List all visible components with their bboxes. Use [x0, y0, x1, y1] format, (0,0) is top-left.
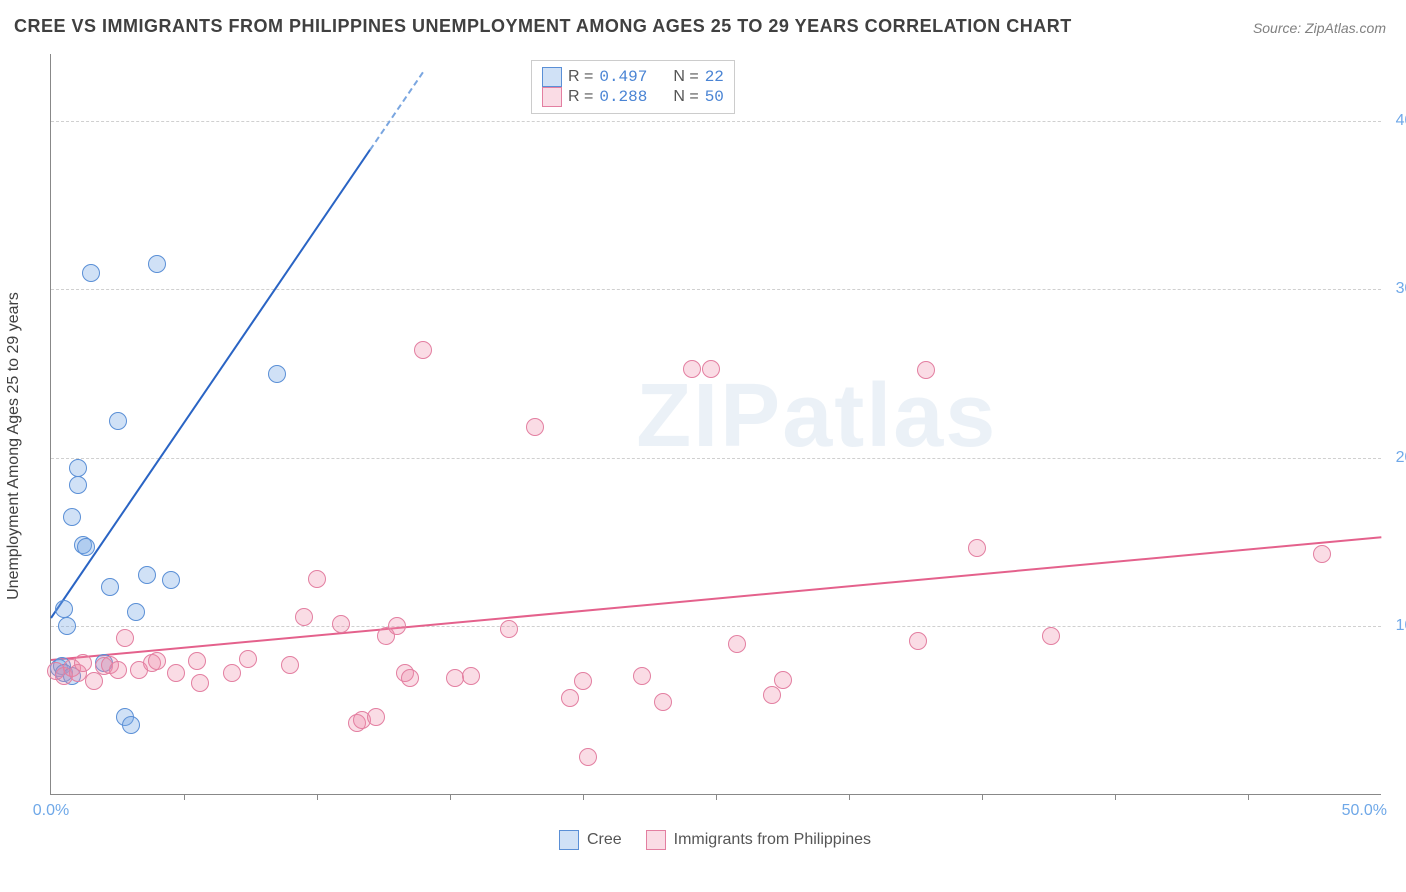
data-point: [401, 669, 419, 687]
data-point: [295, 608, 313, 626]
y-tick-label: 20.0%: [1387, 449, 1406, 467]
y-tick-label: 10.0%: [1387, 617, 1406, 635]
x-tick-mark: [849, 794, 850, 800]
data-point: [332, 615, 350, 633]
x-tick-mark: [450, 794, 451, 800]
x-tick-mark: [583, 794, 584, 800]
x-tick-mark: [184, 794, 185, 800]
legend-top: R = 0.497 N = 22 R = 0.288 N = 50: [531, 60, 735, 114]
legend-item: Cree: [559, 830, 622, 850]
gridline-h: [51, 458, 1381, 459]
legend-item: Immigrants from Philippines: [646, 830, 871, 850]
data-point: [69, 476, 87, 494]
data-point: [69, 459, 87, 477]
data-point: [574, 672, 592, 690]
data-point: [683, 360, 701, 378]
legend-n-value: 22: [705, 68, 724, 86]
data-point: [367, 708, 385, 726]
data-point: [281, 656, 299, 674]
legend-swatch: [542, 67, 562, 87]
data-point: [500, 620, 518, 638]
data-point: [116, 629, 134, 647]
data-point: [774, 671, 792, 689]
data-point: [58, 617, 76, 635]
legend-r-value: 0.288: [599, 88, 647, 106]
x-tick-label: 50.0%: [1342, 802, 1387, 820]
data-point: [77, 538, 95, 556]
data-point: [388, 617, 406, 635]
legend-n-value: 50: [705, 88, 724, 106]
legend-bottom: Cree Immigrants from Philippines: [50, 830, 1380, 850]
data-point: [268, 365, 286, 383]
x-tick-mark: [716, 794, 717, 800]
data-point: [162, 571, 180, 589]
gridline-h: [51, 289, 1381, 290]
data-point: [82, 264, 100, 282]
data-point: [188, 652, 206, 670]
data-point: [109, 661, 127, 679]
trend-line: [51, 537, 1381, 662]
data-point: [85, 672, 103, 690]
data-point: [308, 570, 326, 588]
data-point: [909, 632, 927, 650]
data-point: [728, 635, 746, 653]
legend-r-label: R =: [568, 68, 593, 86]
x-tick-mark: [317, 794, 318, 800]
scatter-plot: ZIPatlas 10.0%20.0%30.0%40.0%0.0%50.0%R …: [50, 54, 1381, 795]
data-point: [917, 361, 935, 379]
data-point: [561, 689, 579, 707]
watermark: ZIPatlas: [636, 365, 997, 468]
legend-row: R = 0.497 N = 22: [542, 67, 724, 87]
data-point: [63, 508, 81, 526]
x-tick-mark: [982, 794, 983, 800]
x-tick-mark: [1115, 794, 1116, 800]
legend-label: Immigrants from Philippines: [674, 831, 871, 849]
legend-n-label: N =: [673, 68, 698, 86]
legend-n-label: N =: [673, 88, 698, 106]
data-point: [148, 255, 166, 273]
data-point: [223, 664, 241, 682]
data-point: [55, 600, 73, 618]
trend-line: [50, 149, 371, 619]
data-point: [109, 412, 127, 430]
legend-swatch: [559, 830, 579, 850]
data-point: [763, 686, 781, 704]
data-point: [191, 674, 209, 692]
y-tick-label: 40.0%: [1387, 112, 1406, 130]
data-point: [74, 654, 92, 672]
data-point: [462, 667, 480, 685]
trend-line: [369, 71, 424, 150]
data-point: [101, 578, 119, 596]
data-point: [968, 539, 986, 557]
chart-title: CREE VS IMMIGRANTS FROM PHILIPPINES UNEM…: [14, 16, 1072, 37]
legend-r-label: R =: [568, 88, 593, 106]
x-tick-mark: [1248, 794, 1249, 800]
x-tick-label: 0.0%: [33, 802, 69, 820]
data-point: [167, 664, 185, 682]
data-point: [138, 566, 156, 584]
data-point: [702, 360, 720, 378]
legend-swatch: [646, 830, 666, 850]
data-point: [1042, 627, 1060, 645]
data-point: [122, 716, 140, 734]
data-point: [654, 693, 672, 711]
y-axis-label: Unemployment Among Ages 25 to 29 years: [5, 292, 23, 600]
data-point: [633, 667, 651, 685]
source-attribution: Source: ZipAtlas.com: [1253, 20, 1386, 36]
data-point: [414, 341, 432, 359]
data-point: [148, 652, 166, 670]
gridline-h: [51, 626, 1381, 627]
data-point: [579, 748, 597, 766]
legend-swatch: [542, 87, 562, 107]
legend-r-value: 0.497: [599, 68, 647, 86]
data-point: [526, 418, 544, 436]
y-tick-label: 30.0%: [1387, 280, 1406, 298]
gridline-h: [51, 121, 1381, 122]
data-point: [239, 650, 257, 668]
legend-label: Cree: [587, 831, 622, 849]
data-point: [1313, 545, 1331, 563]
legend-row: R = 0.288 N = 50: [542, 87, 724, 107]
data-point: [127, 603, 145, 621]
